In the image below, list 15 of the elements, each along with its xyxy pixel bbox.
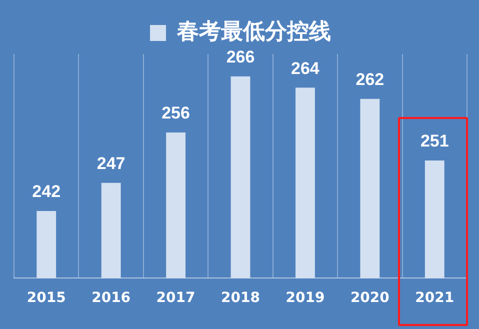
legend-label: 春考最低分控线 (176, 18, 331, 44)
data-label: 264 (291, 58, 320, 78)
x-tick-label: 2015 (26, 290, 66, 306)
data-label: 256 (162, 104, 190, 123)
x-tick-label: 2016 (92, 290, 131, 306)
x-tick-label: 2017 (156, 290, 196, 306)
data-label: 242 (32, 182, 61, 202)
x-tick-label: 2018 (221, 290, 260, 306)
x-tick-label: 2021 (415, 290, 454, 306)
data-label: 247 (96, 154, 126, 174)
data-label: 251 (420, 132, 449, 151)
x-tick-label: 2020 (350, 290, 390, 306)
data-label: 262 (356, 70, 384, 90)
data-label: 266 (226, 48, 255, 67)
x-tick-label: 2019 (286, 290, 325, 306)
